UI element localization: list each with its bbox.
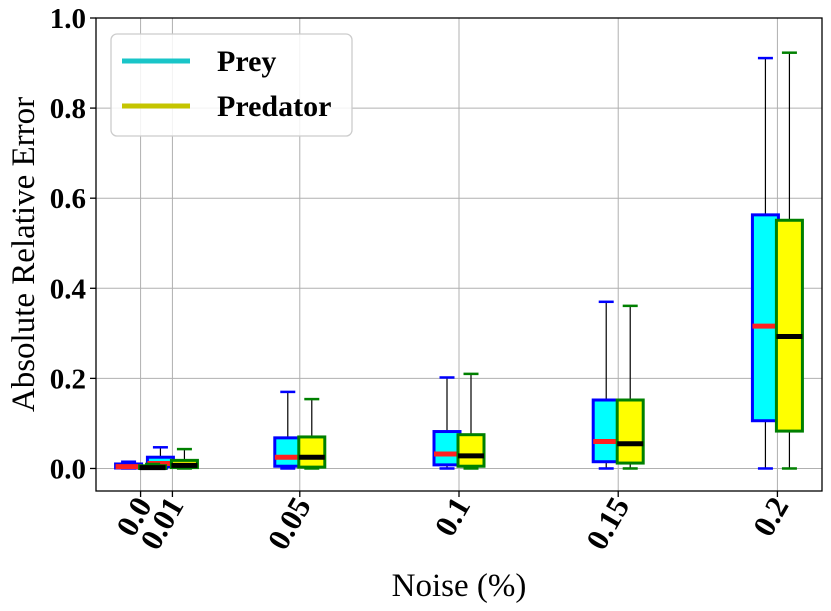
y-axis-label: Absolute Relative Error (6, 97, 42, 412)
box-series (114, 51, 804, 471)
y-tick-label: 0.2 (50, 363, 86, 395)
y-tick-label: 0.6 (50, 183, 86, 215)
x-tick-label: 0.05 (260, 491, 317, 555)
x-axis-label: Noise (%) (392, 568, 527, 604)
box-iqr (615, 398, 645, 465)
box-prey-0.0 (114, 460, 144, 470)
y-tick-labels: 0.0 0.2 0.4 0.6 0.8 1.0 (50, 3, 96, 485)
box-iqr (774, 218, 804, 433)
box-predator-0.0 (138, 462, 168, 471)
box-iqr (297, 435, 327, 469)
y-tick-label: 0.8 (50, 93, 86, 125)
legend: Prey Predator (110, 33, 353, 137)
legend-label-prey: Prey (217, 45, 276, 78)
box-iqr (750, 213, 780, 423)
box-iqr (456, 433, 486, 468)
x-tick-label: 0.15 (579, 491, 636, 555)
box-predator-0.05 (297, 397, 327, 470)
box-iqr (273, 436, 303, 468)
box-predator-0.2 (774, 51, 804, 470)
x-tick-labels: 0.00.01 0.05 0.1 0.15 0.2 (109, 491, 796, 555)
box-prey-0.2 (750, 56, 780, 470)
box-iqr (432, 430, 462, 467)
y-tick-label: 0.0 (50, 453, 86, 485)
x-tick-label: 0.1 (427, 491, 477, 542)
box-iqr (591, 398, 621, 464)
box-prey-0.1 (432, 376, 462, 470)
y-tick-label: 1.0 (50, 3, 86, 35)
box-predator-0.01 (169, 447, 199, 470)
box-predator-0.15 (615, 304, 645, 470)
legend-label-predator: Predator (217, 90, 331, 123)
y-tick-label: 0.4 (50, 273, 86, 305)
x-tick-label: 0.2 (746, 491, 796, 542)
box-prey-0.15 (591, 300, 621, 470)
box-prey-0.05 (273, 390, 303, 470)
box-predator-0.1 (456, 372, 486, 470)
